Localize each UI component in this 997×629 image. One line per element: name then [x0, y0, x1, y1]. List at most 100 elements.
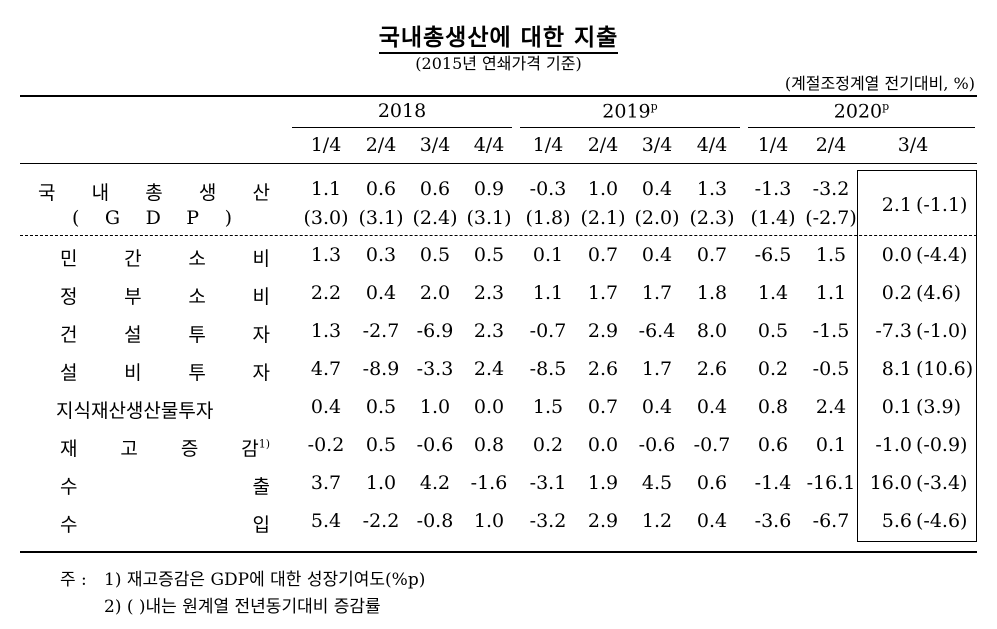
label-char: 민 — [60, 248, 78, 270]
quarter-header: 2/4 — [815, 134, 847, 156]
label-char: 투 — [188, 324, 206, 346]
cell-value-latest: 16.0 — [869, 472, 912, 494]
label-char: 부 — [124, 286, 142, 308]
cell-value: -6.7 — [812, 510, 850, 532]
gdp-yoy: (2.1) — [580, 207, 626, 229]
cell-value-latest: 5.6 — [881, 510, 912, 532]
label-char: 감1) — [241, 437, 270, 460]
cell-value: -8.9 — [362, 358, 400, 380]
cell-value-latest: 8.1 — [881, 358, 912, 380]
gdp-sublabel: (G D P) — [72, 207, 232, 229]
year-label: 2018 — [377, 100, 427, 122]
cell-value: 0.8 — [757, 396, 789, 418]
year-header: 2019p — [520, 100, 740, 122]
cell-value: -0.8 — [416, 510, 454, 532]
label-char: 산 — [252, 182, 270, 204]
cell-value: -0.6 — [638, 434, 676, 456]
cell-value: -16.1 — [806, 472, 856, 494]
label-char: D — [145, 207, 161, 229]
cell-value: 1.4 — [757, 282, 789, 304]
label-char: 소 — [188, 248, 206, 270]
gdp-value-latest: 2.1 — [881, 194, 912, 216]
cell-value: 0.4 — [365, 282, 397, 304]
cell-value: 2.9 — [587, 320, 619, 342]
label-char: 총 — [145, 182, 163, 204]
cell-value: 2.3 — [473, 320, 505, 342]
gdp-value: -0.3 — [529, 178, 567, 200]
gdp-yoy: (1.4) — [750, 207, 796, 229]
gdp-value: 0.6 — [365, 178, 397, 200]
cell-value: -0.6 — [416, 434, 454, 456]
cell-value: 1.2 — [641, 510, 673, 532]
cell-value: -3.6 — [754, 510, 792, 532]
cell-value: 1.3 — [310, 244, 342, 266]
cell-value: -3.2 — [529, 510, 567, 532]
gdp-yoy: (3.1) — [358, 207, 404, 229]
cell-value: 0.7 — [587, 396, 619, 418]
cell-value: -2.7 — [362, 320, 400, 342]
label-char: 지식재산생산물투자 — [56, 400, 214, 422]
gdp-value: 0.9 — [473, 178, 505, 200]
cell-value: 1.0 — [419, 396, 451, 418]
quarter-header: 3/4 — [897, 134, 929, 156]
table-top-rule — [20, 95, 977, 97]
label-char: 자 — [252, 362, 270, 384]
cell-yoy-latest: (-0.9) — [916, 434, 968, 456]
header-bottom-rule — [20, 163, 977, 164]
footnote-2: 2) ( )내는 원계열 전년동기대비 증감률 — [104, 597, 381, 617]
cell-value: 0.4 — [641, 396, 673, 418]
cell-value: 0.5 — [365, 396, 397, 418]
cell-value: 0.5 — [419, 244, 451, 266]
cell-value: -0.2 — [307, 434, 345, 456]
quarter-header: 2/4 — [365, 134, 397, 156]
gdp-yoy: (2.4) — [412, 207, 458, 229]
year-header: 2020p — [748, 100, 975, 122]
label-char: ( — [72, 207, 80, 229]
cell-value: 5.4 — [310, 510, 342, 532]
cell-yoy-latest: (4.6) — [916, 282, 962, 304]
cell-value: 1.7 — [587, 282, 619, 304]
cell-value: 1.8 — [696, 282, 728, 304]
cell-value: 0.6 — [757, 434, 789, 456]
label-char: 비 — [252, 286, 270, 308]
gdp-yoy-latest: (-1.1) — [916, 194, 968, 216]
label-char: 국 — [38, 182, 56, 204]
cell-value: 2.6 — [587, 358, 619, 380]
cell-value-latest: 0.2 — [881, 282, 912, 304]
cell-value: -6.5 — [754, 244, 792, 266]
cell-value: 0.1 — [815, 434, 847, 456]
label-char: 수 — [60, 476, 78, 498]
note-prefix: 주 : — [60, 570, 87, 590]
cell-value: -6.4 — [638, 320, 676, 342]
quarter-header: 1/4 — [532, 134, 564, 156]
cell-yoy-latest: (-4.4) — [916, 244, 968, 266]
cell-value: 1.7 — [641, 358, 673, 380]
cell-value: 2.6 — [696, 358, 728, 380]
cell-value: 2.4 — [815, 396, 847, 418]
cell-value: 4.7 — [310, 358, 342, 380]
label-char: 설 — [124, 324, 142, 346]
cell-value: 2.2 — [310, 282, 342, 304]
label-char: 설 — [60, 362, 78, 384]
page-title: 국내총생산에 대한 지출 — [0, 18, 997, 54]
year-underline — [748, 127, 975, 128]
gdp-value: 0.4 — [641, 178, 673, 200]
gdp-yoy: (3.0) — [303, 207, 349, 229]
quarter-header: 4/4 — [696, 134, 728, 156]
label-char: 수 — [60, 514, 78, 536]
unit-label: (계절조정계열 전기대비, %) — [784, 74, 975, 93]
prelim-mark: p — [650, 100, 658, 113]
cell-value: 0.4 — [696, 396, 728, 418]
gdp-yoy: (-2.7) — [805, 207, 857, 229]
gdp-value: 1.0 — [587, 178, 619, 200]
row-label: 지식재산생산물투자 — [56, 396, 270, 423]
label-char: ) — [224, 207, 232, 229]
title-text: 국내총생산에 대한 지출 — [378, 24, 619, 54]
label-char: 비 — [124, 362, 142, 384]
label-char: 소 — [188, 286, 206, 308]
label-char: 재 — [60, 438, 78, 460]
cell-value: -2.2 — [362, 510, 400, 532]
label-char: 투 — [188, 362, 206, 384]
cell-yoy-latest: (-1.0) — [916, 320, 968, 342]
